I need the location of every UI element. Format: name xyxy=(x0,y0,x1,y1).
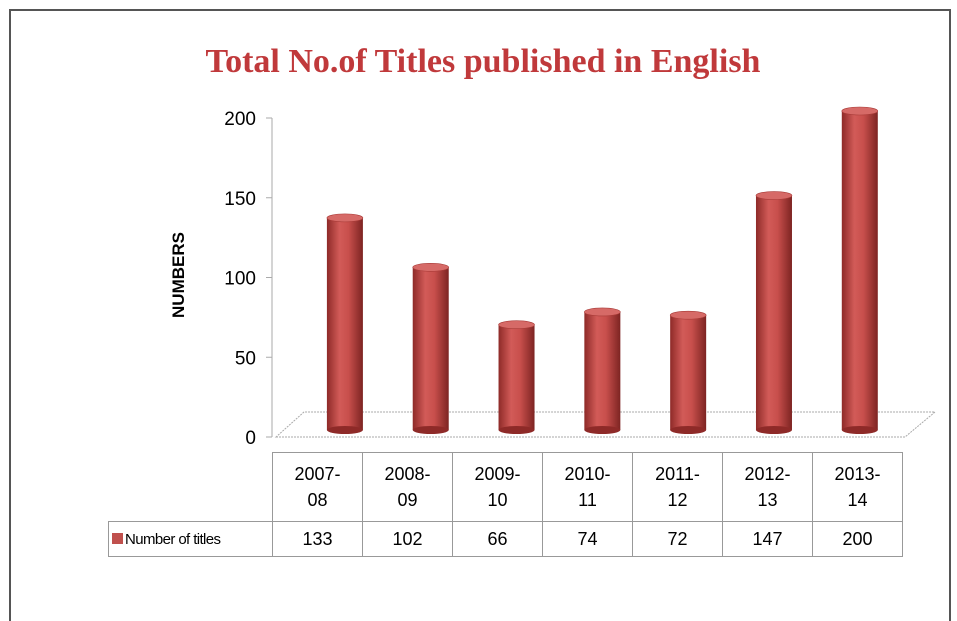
y-axis-label: NUMBERS xyxy=(169,232,188,318)
bar xyxy=(584,311,621,430)
bar xyxy=(755,195,792,430)
value-cell: 102 xyxy=(362,521,453,557)
bar xyxy=(412,267,449,430)
x-tick-label: 2013-14 xyxy=(812,452,903,522)
value-cell: 147 xyxy=(722,521,813,557)
x-tick-label: 2009-10 xyxy=(452,452,543,522)
bar-base xyxy=(670,426,707,434)
category: 2011-12 xyxy=(655,464,700,510)
bar-base xyxy=(326,426,363,434)
bar xyxy=(670,315,707,430)
bar-base xyxy=(498,426,535,434)
bar-top xyxy=(326,213,364,223)
value-cell: 74 xyxy=(542,521,633,557)
bar-base xyxy=(584,426,621,434)
bar xyxy=(498,324,535,430)
y-tick-label: 100 xyxy=(224,269,256,290)
x-tick-label: 2012-13 xyxy=(722,452,813,522)
value-cell: 133 xyxy=(272,521,363,557)
category: 2009-10 xyxy=(474,464,521,510)
x-tick-label: 2011-12 xyxy=(632,452,723,522)
category: 2007-08 xyxy=(294,464,341,510)
value-cell: 72 xyxy=(632,521,723,557)
bar xyxy=(841,111,878,430)
data-table: 2007-08 2008-09 2009-10 2010-11 2011-12 2012-… xyxy=(108,452,903,557)
chart-title: Total No.of Titles published in English xyxy=(206,43,761,80)
bar-top xyxy=(669,310,707,320)
bar-top xyxy=(584,307,621,317)
value-cell: 200 xyxy=(812,521,903,557)
value-cell: 66 xyxy=(452,521,543,557)
y-tick-label: 200 xyxy=(224,109,256,130)
bar xyxy=(326,217,363,430)
bar-top xyxy=(755,191,793,200)
legend-label: Number of titles xyxy=(125,530,221,548)
category: 2012-13 xyxy=(744,464,791,510)
y-tick-label: 0 xyxy=(245,428,256,449)
category: 2008-09 xyxy=(384,464,431,510)
x-tick-label: 2007-08 xyxy=(272,452,363,522)
legend-entry: Number of titles xyxy=(108,521,273,557)
category: 2013-14 xyxy=(834,464,881,510)
bar-base xyxy=(841,426,878,434)
y-tick-label: 50 xyxy=(235,348,256,369)
legend-swatch xyxy=(112,532,123,544)
bar-base xyxy=(412,426,449,434)
category: 2010-11 xyxy=(564,464,611,510)
x-tick-label: 2010-11 xyxy=(542,452,633,522)
x-tick-label: 2008-09 xyxy=(362,452,453,522)
frame xyxy=(9,9,951,621)
bar-top xyxy=(841,106,879,116)
bar-top xyxy=(498,320,535,330)
bar-base xyxy=(755,426,792,434)
bar-top xyxy=(412,263,450,272)
y-tick-label: 150 xyxy=(224,189,256,210)
